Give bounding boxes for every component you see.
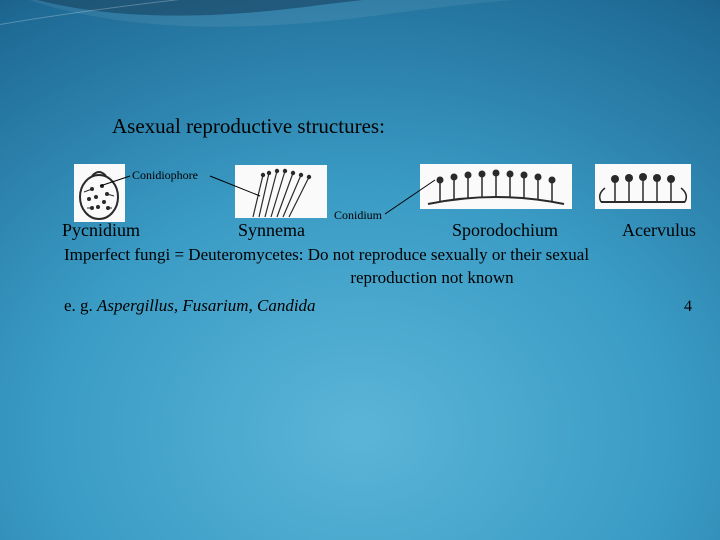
examples-prefix: e. g. [64, 296, 97, 315]
caption-synnema: Synnema [238, 220, 305, 241]
diagram-pycnidium [74, 164, 125, 222]
diagram-sporodochium [420, 164, 572, 209]
body-line2: reproduction not known [64, 267, 680, 290]
slide-title: Asexual reproductive structures: [112, 114, 385, 139]
caption-sporodochium: Sporodochium [452, 220, 558, 241]
caption-acervulus: Acervulus [622, 220, 696, 241]
diagram-acervulus [595, 164, 691, 209]
examples: e. g. Aspergillus, Fusarium, Candida [64, 296, 316, 316]
caption-pycnidium: Pycnidium [62, 220, 140, 241]
label-conidium: Conidium [334, 208, 382, 223]
label-conidiophore: Conidiophore [132, 168, 198, 183]
body-text: Imperfect fungi = Deuteromycetes: Do not… [64, 244, 680, 290]
body-line1: Imperfect fungi = Deuteromycetes: Do not… [64, 245, 589, 264]
slide: Asexual reproductive structures: Conidio… [0, 0, 720, 540]
diagram-synnema [235, 165, 327, 218]
examples-italic: Aspergillus, Fusarium, Candida [97, 296, 316, 315]
page-number: 4 [684, 298, 692, 316]
